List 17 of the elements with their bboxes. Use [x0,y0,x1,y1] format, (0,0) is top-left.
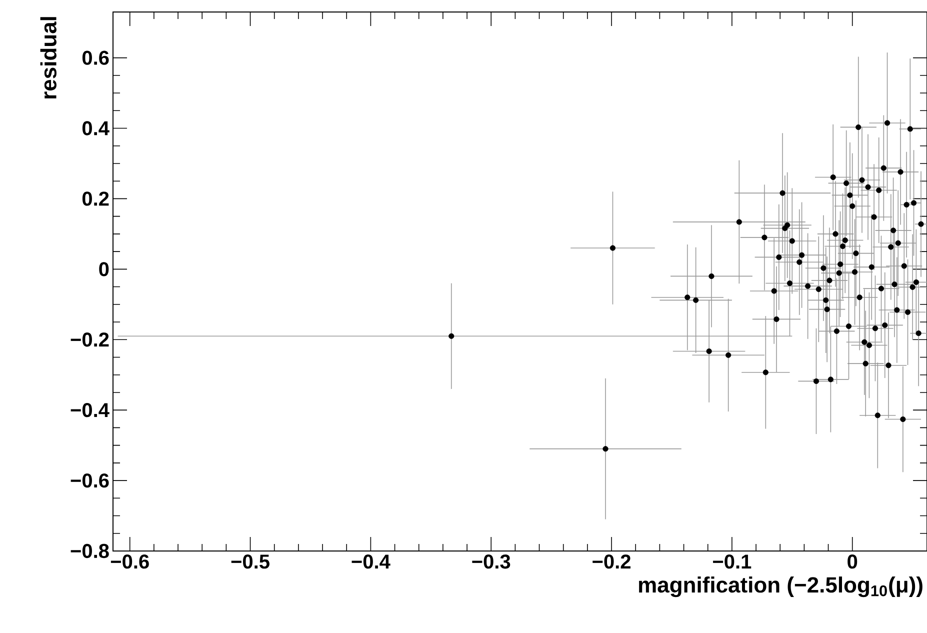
x-tick-label: −0.2 [592,554,630,569]
x-tick-label: −0.5 [231,554,270,569]
y-tick-label: 0 [99,262,109,276]
y-axis-title: residual [40,17,56,98]
y-tick-label: −0.8 [70,544,109,558]
x-tick-label: −0.3 [472,554,510,569]
x-tick-label: 0 [848,554,858,569]
y-tick-label: 0.2 [82,192,109,206]
y-tick-label: −0.6 [70,473,109,488]
y-tick-label: −0.4 [70,403,110,418]
y-tick-label: −0.2 [70,332,109,347]
x-tick-label: −0.4 [352,554,390,569]
y-tick-label: 0.6 [82,50,109,65]
x-tick-label: −0.1 [713,554,752,569]
x-axis-title: magnification (−2.5log$_{10}$(μ)) [639,576,922,598]
x-tick-label: −0.6 [110,554,149,569]
y-tick-label: 0.4 [82,121,110,136]
